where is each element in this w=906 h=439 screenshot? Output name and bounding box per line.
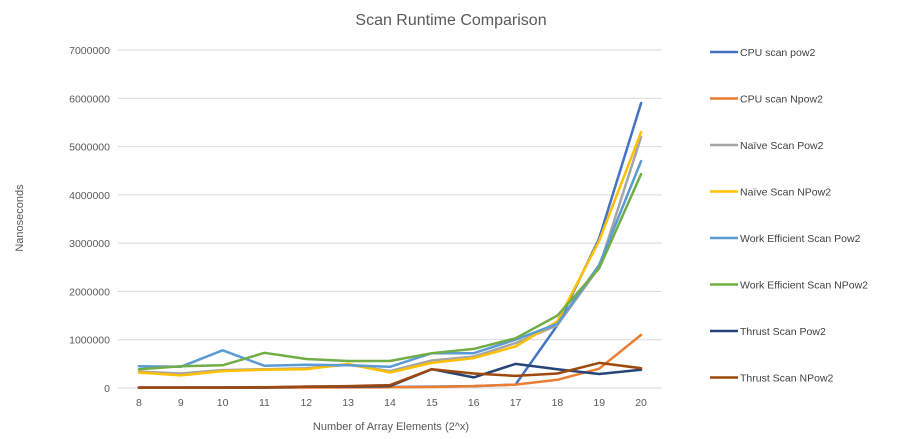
legend-label: Thrust Scan Pow2 [740,326,826,338]
legend-label: CPU scan Npow2 [740,94,823,106]
x-axis-ticks: 8 9 10 11 12 13 14 15 16 17 18 19 20 [136,397,647,409]
x-tick-label: 8 [136,397,142,409]
y-tick-label: 7000000 [69,45,110,57]
x-tick-label: 20 [635,397,647,409]
x-tick-label: 16 [468,397,480,409]
series-line-work-efficient-scan-pow2 [137,159,643,369]
x-tick-label: 9 [178,397,184,409]
x-tick-label: 12 [300,397,312,409]
series-lines [137,101,643,390]
legend-label: Naïve Scan NPow2 [740,187,831,199]
x-tick-label: 10 [217,397,229,409]
y-axis-label: Nanoseconds [14,184,26,252]
x-tick-label: 18 [552,397,564,409]
legend-label: Work Efficient Scan Pow2 [740,233,861,245]
series-line-cpu-scan-pow2 [137,101,643,390]
x-tick-label: 11 [259,397,270,409]
series-line-work-efficient-scan-npow2 [137,172,643,371]
y-tick-label: 3000000 [69,238,110,250]
x-tick-label: 13 [342,397,354,409]
x-tick-label: 19 [593,397,605,409]
x-tick-label: 17 [510,397,522,409]
x-tick-label: 15 [426,397,438,409]
y-tick-label: 0 [104,383,110,395]
y-axis-ticks: 0 1000000 2000000 3000000 4000000 5000000 6000… [69,45,110,395]
x-tick-label: 14 [384,397,396,409]
legend-label: Work Efficient Scan NPow2 [740,280,868,292]
series-line-na-ve-scan-pow2 [137,135,643,375]
legend: CPU scan pow2 CPU scan Npow2 Naïve Scan Po… [710,47,868,385]
series-line-thrust-scan-npow2 [137,361,643,389]
series-line-na-ve-scan-npow2 [137,130,643,377]
chart-title: Scan Runtime Comparison [355,12,546,29]
y-tick-label: 1000000 [69,335,110,347]
y-tick-label: 5000000 [69,142,110,154]
y-tick-label: 2000000 [69,286,110,298]
y-tick-label: 6000000 [69,93,110,105]
legend-label: Thrust Scan NPow2 [740,373,834,385]
gridlines [118,49,662,341]
legend-label: CPU scan pow2 [740,47,815,59]
y-tick-label: 4000000 [69,190,110,202]
x-axis-label: Number of Array Elements (2^x) [313,421,469,433]
legend-label: Naïve Scan Pow2 [740,140,824,152]
